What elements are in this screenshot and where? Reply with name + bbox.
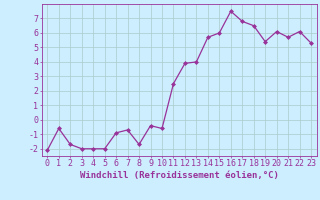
X-axis label: Windchill (Refroidissement éolien,°C): Windchill (Refroidissement éolien,°C)	[80, 171, 279, 180]
